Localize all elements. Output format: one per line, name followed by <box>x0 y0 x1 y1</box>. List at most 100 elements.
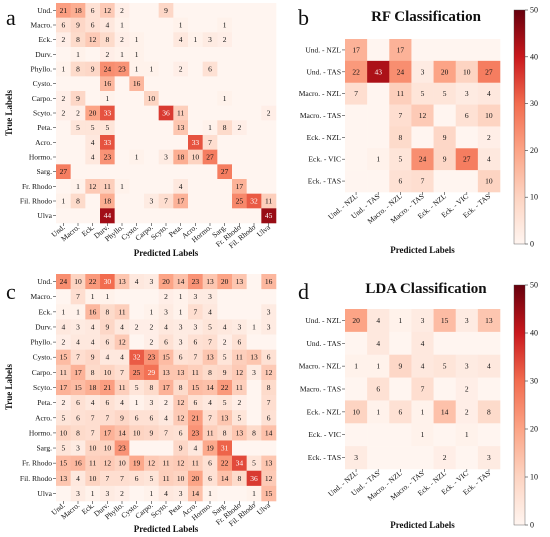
heatmap-cell <box>144 105 159 121</box>
heatmap-cell <box>188 304 203 320</box>
heatmap-cell <box>129 274 145 290</box>
heatmap-cell <box>232 149 247 165</box>
heatmap-cell <box>217 3 233 18</box>
heatmap-cell <box>433 126 457 149</box>
heatmap-cell <box>217 149 233 165</box>
heatmap-cell <box>100 395 115 411</box>
heatmap-cell <box>202 47 218 62</box>
cell-value-label: 10 <box>118 459 126 468</box>
heatmap-cell <box>70 91 86 106</box>
heatmap-cell <box>202 120 218 136</box>
heatmap-cell <box>246 135 262 150</box>
heatmap-cell <box>56 274 71 290</box>
cell-value-label: 13 <box>206 277 214 286</box>
heatmap-cell <box>455 423 479 447</box>
cell-value-label: 10 <box>60 428 68 437</box>
heatmap-cell <box>173 334 189 350</box>
cell-value-label: 13 <box>265 459 273 468</box>
cell-value-label: 4 <box>179 35 183 44</box>
heatmap-cell <box>56 17 71 33</box>
heatmap-cell <box>144 304 159 320</box>
y-tick-label: Hormo. <box>29 153 52 162</box>
heatmap-cell <box>173 193 189 209</box>
cell-value-label: 5 <box>61 444 65 453</box>
heatmap-cell <box>202 485 218 502</box>
cell-value-label: 2 <box>237 398 241 407</box>
heatmap-cell <box>56 364 71 381</box>
heatmap-cell <box>100 61 115 77</box>
heatmap-cell <box>85 208 101 224</box>
cell-value-label: 1 <box>376 155 380 164</box>
heatmap-cell <box>158 47 174 62</box>
cell-value-label: 12 <box>419 111 427 120</box>
cell-value-label: 22 <box>89 277 97 286</box>
y-tick-label: Fr. Rhodo <box>22 182 52 191</box>
cell-value-label: 1 <box>179 292 183 301</box>
heatmap-cell <box>345 423 368 447</box>
cell-value-label: 11 <box>397 89 404 98</box>
heatmap-cell <box>144 164 159 180</box>
heatmap-cell <box>100 304 115 320</box>
heatmap-cell <box>455 446 479 470</box>
cell-value-label: 1 <box>398 316 402 325</box>
colorbar-tick-label: 20 <box>530 425 538 434</box>
heatmap-cell <box>261 334 277 350</box>
cell-value-label: 1 <box>208 123 212 132</box>
heatmap-cell <box>261 164 277 180</box>
heatmap-cell <box>85 364 101 381</box>
heatmap-cell <box>100 47 115 62</box>
heatmap-cell <box>56 135 71 150</box>
heatmap-cell <box>56 395 71 411</box>
heatmap-cell <box>70 76 86 92</box>
heatmap-cell <box>261 319 277 335</box>
heatmap-cell <box>85 120 101 136</box>
heatmap-cell <box>455 400 479 424</box>
heatmap-cell <box>433 446 457 470</box>
heatmap-cell <box>129 91 145 106</box>
panel-c: c 24 10 22 30 13 4 3 20 14 23 13 20 13 167 1 1 2 1 3 31 1 16 8 1… <box>4 274 277 534</box>
colorbar-tick-label: 40 <box>530 329 538 338</box>
cell-value-label: 6 <box>398 407 402 416</box>
heatmap-cell <box>114 193 130 209</box>
cell-value-label: 11 <box>104 182 111 191</box>
cell-value-label: 5 <box>135 383 139 392</box>
heatmap-cell <box>367 126 390 149</box>
heatmap-cell <box>261 61 277 77</box>
heatmap-cell <box>188 208 203 224</box>
cell-value-label: 44 <box>104 211 112 220</box>
heatmap-cell <box>232 76 247 92</box>
heatmap-cell <box>56 425 71 441</box>
cell-value-label: 7 <box>164 428 168 437</box>
colorbar <box>513 284 526 526</box>
cell-value-label: 2 <box>164 292 168 301</box>
heatmap-cell <box>85 440 101 456</box>
cell-value-label: 14 <box>177 277 185 286</box>
cell-value-label: 4 <box>208 307 212 316</box>
heatmap-cell <box>173 379 189 396</box>
cell-value-label: 4 <box>193 444 197 453</box>
heatmap-cell <box>100 289 115 305</box>
cell-value-label: 25 <box>133 368 141 377</box>
heatmap-cell <box>188 410 203 426</box>
colorbar-tick-label: 10 <box>530 473 538 482</box>
heatmap-cell <box>455 309 479 333</box>
cell-value-label: 2 <box>267 109 271 118</box>
cell-value-label: 27 <box>206 153 214 162</box>
cell-value-label: 1 <box>61 65 65 74</box>
heatmap-cell <box>188 76 203 92</box>
heatmap-cell <box>158 76 174 92</box>
heatmap-cell <box>477 309 501 333</box>
heatmap-cell <box>100 470 115 487</box>
heatmap-cell <box>158 149 174 165</box>
heatmap-cell <box>173 425 189 441</box>
heatmap-cell <box>70 485 86 502</box>
heatmap-cell <box>217 61 233 77</box>
colorbar-tick-label: 40 <box>530 52 538 61</box>
cell-value-label: 6 <box>164 338 168 347</box>
heatmap-cell <box>261 120 277 136</box>
cell-value-label: 6 <box>91 6 95 15</box>
heatmap-cell <box>85 470 101 487</box>
cell-value-label: 1 <box>135 65 139 74</box>
y-tick-label: Fil. Rhodo <box>20 197 52 206</box>
heatmap-cell <box>232 105 247 121</box>
